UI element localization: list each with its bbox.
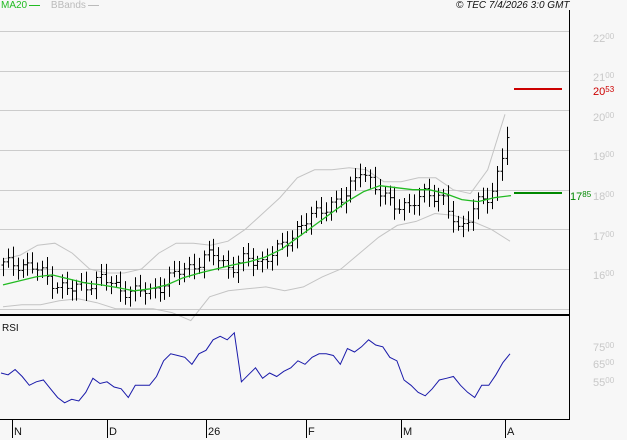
chart-legend: MA20 BBands: [1, 0, 99, 11]
legend-ma20-swatch: [29, 4, 41, 6]
price-bars: [1, 126, 510, 307]
bb-lower-line: [2, 212, 511, 322]
bb-upper-line: [2, 114, 506, 274]
x-label-mar: M: [403, 426, 413, 438]
rsi-tick-65: 6500: [593, 358, 615, 371]
legend-bbands-label: BBands: [50, 0, 86, 11]
y-tick-1800: 1800: [593, 190, 615, 203]
y-tick-1600: 1600: [593, 269, 615, 282]
x-axis-ticks: [12, 420, 506, 438]
legend-bbands-swatch: [87, 4, 99, 6]
y-tick-2200: 2200: [593, 32, 615, 45]
x-label-dec: D: [109, 426, 117, 438]
legend-ma20-label: MA20: [1, 0, 28, 11]
ma-level-value-label: 1785: [570, 190, 592, 203]
price-gridlines: [0, 31, 569, 310]
y-tick-1700: 1700: [593, 230, 615, 243]
ma20-line: [2, 185, 512, 292]
x-label-2026: 26: [208, 426, 221, 438]
copyright-timestamp: © TEC 7/4/2026 3:0 GMT: [456, 0, 570, 11]
x-label-nov: N: [14, 426, 22, 438]
rsi-tick-55: 5500: [593, 376, 615, 389]
x-label-feb: F: [308, 426, 315, 438]
rsi-tick-75: 7500: [593, 341, 615, 354]
rsi-panel-title: RSI: [2, 323, 19, 334]
y-tick-2000: 2000: [593, 111, 615, 124]
x-label-apr: A: [507, 426, 515, 438]
rsi-line: [0, 331, 511, 404]
y-tick-1900: 1900: [593, 150, 615, 163]
y-tick-2100: 2100: [593, 71, 615, 84]
resistance-value-label: 2053: [593, 85, 615, 98]
